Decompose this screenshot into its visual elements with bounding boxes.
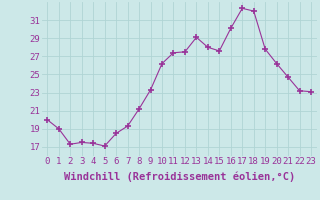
X-axis label: Windchill (Refroidissement éolien,°C): Windchill (Refroidissement éolien,°C) [64,172,295,182]
